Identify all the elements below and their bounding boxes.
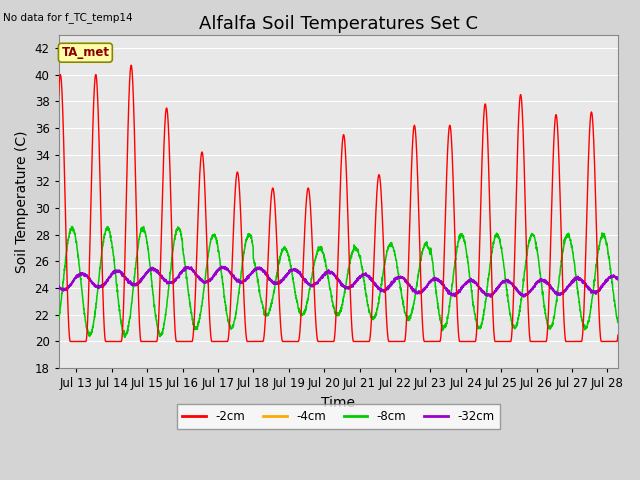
Text: TA_met: TA_met	[61, 46, 109, 59]
Text: No data for f_TC_temp14: No data for f_TC_temp14	[3, 12, 133, 23]
X-axis label: Time: Time	[321, 396, 355, 410]
Y-axis label: Soil Temperature (C): Soil Temperature (C)	[15, 130, 29, 273]
Legend: -2cm, -4cm, -8cm, -32cm: -2cm, -4cm, -8cm, -32cm	[177, 404, 500, 429]
Title: Alfalfa Soil Temperatures Set C: Alfalfa Soil Temperatures Set C	[199, 15, 478, 33]
